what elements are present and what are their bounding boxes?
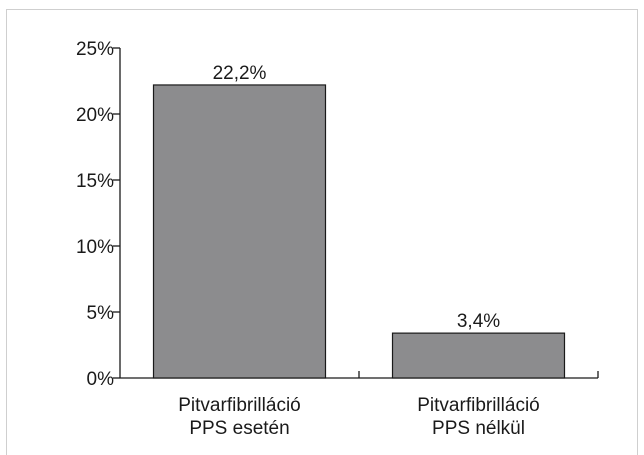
category-label: Pitvarfibrilláció (417, 395, 539, 416)
y-tick-label: 20% (76, 105, 114, 126)
category-label: PPS nélkül (432, 418, 525, 439)
bar (391, 332, 566, 379)
y-tick-label: 25% (76, 39, 114, 60)
category-label: PPS esetén (189, 418, 289, 439)
y-tick-label: 10% (76, 237, 114, 258)
data-label: 22,2% (213, 63, 267, 84)
y-tick-label: 0% (87, 369, 115, 390)
y-axis: 0% 5% 10% 15% 20% 25% (76, 39, 121, 390)
y-tick-label: 15% (76, 171, 114, 192)
category-label: Pitvarfibrilláció (178, 395, 300, 416)
bar (152, 84, 327, 379)
bars (152, 84, 566, 379)
y-tick-label: 5% (87, 303, 115, 324)
data-label: 3,4% (457, 311, 500, 332)
data-labels: 22,2% 3,4% (213, 63, 501, 332)
